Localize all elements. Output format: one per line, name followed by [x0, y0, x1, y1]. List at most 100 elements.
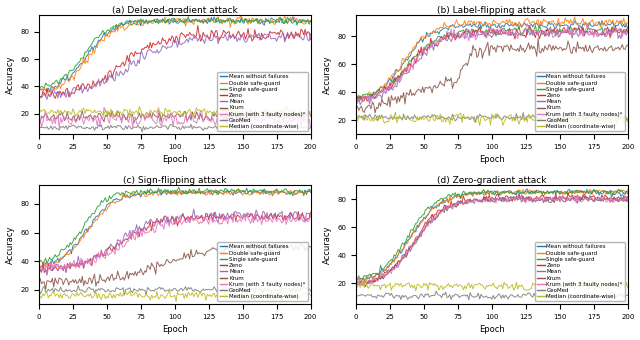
Double safe-guard — [602, 192, 610, 197]
Single safe-guard — [353, 276, 361, 280]
Double safe-guard — [61, 253, 68, 257]
X-axis label: Epoch: Epoch — [479, 155, 505, 165]
GeoMed — [624, 293, 632, 298]
Mean without failures — [353, 278, 361, 283]
Single safe-guard — [307, 19, 314, 23]
Mean — [378, 96, 386, 100]
Line: Median (coordinate-wise): Median (coordinate-wise) — [356, 112, 628, 125]
Zeno — [40, 271, 48, 275]
Double safe-guard — [36, 87, 44, 91]
Mean — [353, 101, 361, 105]
Legend: Mean without failures, Double safe-guard, Single safe-guard, Zeno, Mean, Krum, K: Mean without failures, Double safe-guard… — [534, 242, 625, 301]
Zeno — [499, 195, 507, 199]
Zeno — [602, 31, 610, 35]
GeoMed — [286, 291, 294, 295]
Krum (with 3 faulty nodes)* — [60, 117, 67, 121]
Krum — [270, 242, 278, 246]
Krum — [183, 253, 191, 257]
Krum — [624, 43, 632, 47]
Mean — [602, 197, 610, 201]
Krum — [468, 54, 476, 58]
Mean without failures — [467, 21, 474, 26]
Zeno — [150, 42, 158, 46]
Zeno — [183, 216, 191, 220]
Zeno — [35, 266, 43, 270]
Double safe-guard — [35, 264, 43, 268]
Single safe-guard — [60, 75, 67, 79]
Single safe-guard — [36, 258, 44, 262]
Zeno — [602, 197, 610, 201]
Zeno — [51, 97, 59, 101]
Single safe-guard — [532, 23, 540, 28]
Krum (with 3 faulty nodes)* — [378, 272, 386, 276]
Double safe-guard — [234, 187, 241, 191]
Krum — [352, 283, 360, 287]
Line: Krum (with 3 faulty nodes)*: Krum (with 3 faulty nodes)* — [356, 194, 628, 285]
Single safe-guard — [134, 20, 142, 24]
Mean — [286, 34, 294, 38]
Line: Mean without failures: Mean without failures — [39, 17, 310, 92]
Mean — [377, 273, 385, 277]
Zeno — [307, 210, 314, 214]
Zeno — [136, 51, 143, 55]
Single safe-guard — [624, 190, 632, 194]
Single safe-guard — [583, 187, 591, 191]
Double safe-guard — [624, 188, 632, 192]
Single safe-guard — [604, 31, 611, 35]
Zeno — [377, 276, 385, 280]
Krum — [152, 114, 159, 118]
Mean without failures — [35, 85, 43, 89]
Krum — [352, 105, 360, 109]
Krum — [353, 282, 361, 286]
Median (coordinate-wise) — [136, 104, 143, 108]
Title: (a) Delayed-gradient attack: (a) Delayed-gradient attack — [112, 5, 237, 15]
Krum — [42, 287, 49, 291]
Line: Single safe-guard: Single safe-guard — [356, 189, 628, 280]
Mean — [352, 98, 360, 102]
Mean — [183, 216, 191, 220]
Legend: Mean without failures, Double safe-guard, Single safe-guard, Zeno, Mean, Krum, K: Mean without failures, Double safe-guard… — [218, 72, 308, 131]
Zeno — [467, 197, 474, 201]
Line: Mean: Mean — [39, 32, 310, 99]
Krum (with 3 faulty nodes)* — [451, 34, 459, 38]
Single safe-guard — [353, 94, 361, 98]
Title: (c) Sign-flipping attack: (c) Sign-flipping attack — [123, 175, 227, 185]
Mean without failures — [352, 278, 360, 282]
Krum — [601, 193, 609, 197]
GeoMed — [74, 284, 82, 288]
GeoMed — [602, 293, 610, 297]
Line: GeoMed: GeoMed — [39, 124, 310, 132]
Double safe-guard — [307, 18, 314, 22]
Y-axis label: Accuracy: Accuracy — [6, 55, 15, 94]
Double safe-guard — [452, 18, 460, 22]
Zeno — [35, 94, 43, 98]
Krum — [307, 114, 314, 118]
Median (coordinate-wise) — [172, 300, 180, 304]
Krum — [61, 279, 68, 283]
Zeno — [61, 93, 68, 97]
Mean without failures — [353, 96, 361, 100]
Krum — [61, 119, 68, 123]
Double safe-guard — [624, 22, 632, 26]
Krum (with 3 faulty nodes)* — [624, 198, 632, 202]
Line: Mean without failures: Mean without failures — [356, 189, 628, 282]
Median (coordinate-wise) — [35, 293, 43, 297]
Krum — [378, 274, 386, 278]
Krum (with 3 faulty nodes)* — [36, 266, 44, 270]
Median (coordinate-wise) — [624, 286, 632, 290]
Krum — [36, 121, 44, 125]
Mean — [624, 200, 632, 204]
Krum — [137, 116, 145, 120]
Zeno — [468, 35, 476, 39]
Mean without failures — [452, 195, 460, 200]
Krum (with 3 faulty nodes)* — [452, 201, 460, 205]
Legend: Mean without failures, Double safe-guard, Single safe-guard, Zeno, Mean, Krum, K: Mean without failures, Double safe-guard… — [534, 72, 625, 131]
Double safe-guard — [47, 91, 55, 96]
Line: Double safe-guard: Double safe-guard — [39, 189, 310, 268]
Zeno — [624, 30, 632, 34]
Krum — [534, 36, 542, 40]
Krum (with 3 faulty nodes)* — [307, 214, 314, 218]
Line: Single safe-guard: Single safe-guard — [356, 26, 628, 100]
Mean without failures — [61, 78, 68, 82]
Double safe-guard — [377, 271, 385, 275]
